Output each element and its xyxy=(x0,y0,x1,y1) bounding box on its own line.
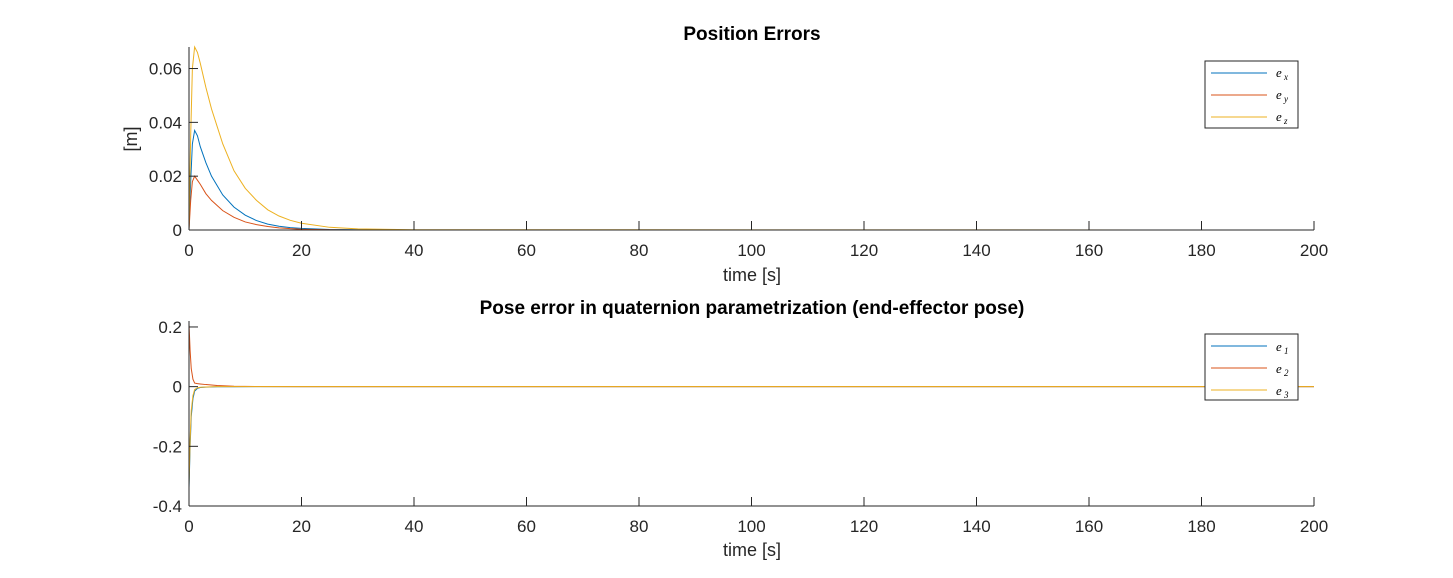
chart-title: Position Errors xyxy=(683,24,820,45)
legend-label-subscript: z xyxy=(1283,116,1288,126)
series-line-ez xyxy=(188,45,1315,231)
x-tick-label: 120 xyxy=(850,241,878,260)
x-tick-label: 80 xyxy=(630,517,649,536)
x-tick-label: 180 xyxy=(1187,241,1215,260)
x-tick-label: 160 xyxy=(1075,241,1103,260)
y-tick-label: 0 xyxy=(173,221,182,240)
y-tick-label: 0.2 xyxy=(158,318,182,337)
x-axis-label: time [s] xyxy=(723,540,781,560)
x-tick-label: 20 xyxy=(292,241,311,260)
x-tick-label: 100 xyxy=(737,241,765,260)
series-line-e3 xyxy=(188,386,1314,486)
legend-entry-ex: e x xyxy=(1211,65,1288,82)
x-tick-label: 180 xyxy=(1187,517,1215,536)
x-tick-label: 140 xyxy=(962,241,990,260)
legend-label: e xyxy=(1276,87,1282,102)
legend-entry-ey: e y xyxy=(1211,87,1288,104)
x-axis-label: time [s] xyxy=(723,265,781,285)
subplot-position-errors: Position Errors time [s] [m] 0 20 40 60 80 10… xyxy=(121,24,1328,285)
series-line-e2 xyxy=(188,323,1314,388)
legend-label: e xyxy=(1276,65,1282,80)
series-line-e1 xyxy=(188,386,1314,489)
x-tick-label: 0 xyxy=(184,517,193,536)
y-tick-label: -0.4 xyxy=(153,497,182,516)
legend-box xyxy=(1204,333,1299,401)
legend-label-subscript: x xyxy=(1283,72,1288,82)
x-tick-label: 40 xyxy=(405,241,424,260)
x-tick-label: 100 xyxy=(737,517,765,536)
legend-label: e xyxy=(1276,383,1282,398)
x-tick-label: 120 xyxy=(850,517,878,536)
legend-label: e xyxy=(1276,361,1282,376)
x-tick-label: 160 xyxy=(1075,517,1103,536)
legend-label: e xyxy=(1276,109,1282,124)
legend-entry-e1: e 1 xyxy=(1211,339,1289,356)
x-tick-label: 200 xyxy=(1300,241,1328,260)
legend-label-subscript: 2 xyxy=(1284,368,1289,378)
chart-title: Pose error in quaternion parametrization… xyxy=(480,298,1025,319)
x-tick-label: 140 xyxy=(962,517,990,536)
x-tick-label: 0 xyxy=(184,241,193,260)
y-tick-label: -0.2 xyxy=(153,437,182,456)
x-tick-label: 60 xyxy=(517,241,536,260)
y-tick-label: 0.02 xyxy=(149,167,182,186)
y-axis-label: [m] xyxy=(121,127,141,152)
y-tick-label: 0.06 xyxy=(149,60,182,79)
legend-label-subscript: y xyxy=(1283,94,1288,104)
plot-area: 0 20 40 60 80 100 120 140 160 180 200 -0.4 -0.2 0 0.2 xyxy=(153,318,1328,536)
x-tick-label: 20 xyxy=(292,517,311,536)
subplot-quaternion-pose-error: Pose error in quaternion parametrization… xyxy=(153,298,1328,560)
x-tick-label: 200 xyxy=(1300,517,1328,536)
legend-entry-e2: e 2 xyxy=(1211,361,1289,378)
legend-label: e xyxy=(1276,339,1282,354)
y-tick-label: 0.04 xyxy=(149,113,182,132)
legend-label-subscript: 3 xyxy=(1283,390,1289,400)
x-tick-label: 60 xyxy=(517,517,536,536)
legend-entry-ez: e z xyxy=(1211,109,1288,126)
legend-label-subscript: 1 xyxy=(1284,346,1289,356)
legend-entry-e3: e 3 xyxy=(1211,383,1289,400)
y-tick-label: 0 xyxy=(173,378,182,397)
plot-area: 0 20 40 60 80 100 120 140 160 180 200 0 0.02 0.04 0.06 xyxy=(149,45,1328,260)
series-line-ex xyxy=(188,128,1314,231)
legend: e x e y e z xyxy=(1204,60,1299,129)
legend: e 1 e 2 e 3 xyxy=(1204,333,1299,401)
x-tick-label: 40 xyxy=(405,517,424,536)
x-tick-label: 80 xyxy=(630,241,649,260)
